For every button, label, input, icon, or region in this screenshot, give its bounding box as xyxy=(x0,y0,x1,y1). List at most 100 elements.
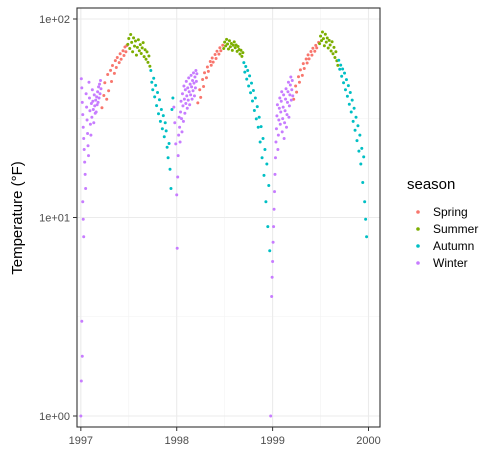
data-point xyxy=(193,75,197,79)
data-point xyxy=(191,89,195,93)
data-point xyxy=(107,89,111,93)
data-point xyxy=(238,52,242,56)
data-point xyxy=(109,68,113,72)
data-point xyxy=(273,190,277,194)
data-point xyxy=(144,57,148,61)
data-point xyxy=(266,225,270,229)
data-point xyxy=(114,65,118,69)
data-point xyxy=(356,124,360,128)
data-point xyxy=(80,319,84,323)
data-point xyxy=(112,71,116,75)
data-point xyxy=(182,97,186,101)
data-point xyxy=(348,91,352,95)
data-point xyxy=(364,217,368,221)
data-point xyxy=(314,43,318,47)
data-point xyxy=(320,39,324,43)
data-point xyxy=(344,78,348,82)
data-point xyxy=(282,93,286,97)
data-point xyxy=(311,46,315,50)
data-point xyxy=(126,42,130,46)
data-point xyxy=(110,80,114,84)
data-point xyxy=(178,140,182,144)
data-point xyxy=(80,86,84,90)
data-point xyxy=(179,110,183,114)
data-point xyxy=(358,133,362,137)
data-point xyxy=(192,71,195,75)
data-point xyxy=(281,117,285,121)
data-point xyxy=(357,149,361,153)
data-point xyxy=(242,61,246,65)
data-point xyxy=(228,45,232,49)
data-point xyxy=(87,96,91,100)
data-point xyxy=(277,118,281,122)
data-point xyxy=(302,67,306,71)
data-point xyxy=(290,79,294,82)
data-point xyxy=(294,84,298,88)
data-point xyxy=(288,83,292,87)
data-point xyxy=(254,117,258,121)
data-point xyxy=(180,130,184,134)
data-point xyxy=(178,125,182,129)
data-point xyxy=(365,235,369,239)
data-point xyxy=(259,125,263,129)
data-point xyxy=(275,114,279,118)
data-point xyxy=(341,67,345,71)
data-point xyxy=(170,108,174,111)
data-point xyxy=(219,49,223,53)
data-point xyxy=(153,95,157,99)
data-point xyxy=(320,30,324,34)
data-point xyxy=(203,71,207,75)
data-point xyxy=(273,156,277,160)
data-point xyxy=(196,101,200,105)
data-point xyxy=(173,121,177,125)
data-point xyxy=(331,52,335,56)
data-point xyxy=(89,133,93,137)
data-point xyxy=(187,76,191,80)
data-point xyxy=(194,69,198,73)
data-point xyxy=(273,172,277,176)
data-point xyxy=(146,60,150,64)
y-tick-label: 1e+00 xyxy=(39,411,70,423)
data-point xyxy=(298,68,302,72)
data-point xyxy=(265,162,269,166)
data-point xyxy=(327,38,331,42)
data-point xyxy=(339,63,343,67)
data-point xyxy=(184,102,188,106)
data-point xyxy=(227,47,230,51)
data-point xyxy=(118,52,122,56)
series-spring xyxy=(100,40,321,110)
data-point xyxy=(244,65,248,69)
data-point xyxy=(271,260,275,264)
data-point xyxy=(323,32,327,36)
data-point xyxy=(274,127,278,131)
data-point xyxy=(333,55,337,59)
data-point xyxy=(180,92,184,96)
data-point xyxy=(239,48,243,52)
data-point xyxy=(274,140,278,144)
data-point xyxy=(269,414,273,418)
data-point xyxy=(224,44,228,48)
data-point xyxy=(233,46,237,50)
data-point xyxy=(284,97,288,101)
data-point xyxy=(285,125,289,129)
x-tick-label: 1998 xyxy=(164,435,188,447)
data-point xyxy=(347,102,351,106)
data-point xyxy=(272,207,276,211)
data-point xyxy=(199,95,203,99)
data-point xyxy=(119,57,123,61)
data-point xyxy=(198,88,202,92)
data-point xyxy=(93,104,97,108)
data-point xyxy=(89,102,93,106)
data-point xyxy=(141,41,145,45)
data-point xyxy=(322,44,326,48)
data-point xyxy=(355,139,359,143)
data-point xyxy=(183,88,187,92)
data-point xyxy=(202,85,206,89)
data-point xyxy=(301,62,305,66)
data-point xyxy=(94,98,98,102)
data-point xyxy=(133,39,137,43)
data-point xyxy=(249,91,253,95)
data-point xyxy=(180,117,184,121)
data-point xyxy=(98,79,102,82)
